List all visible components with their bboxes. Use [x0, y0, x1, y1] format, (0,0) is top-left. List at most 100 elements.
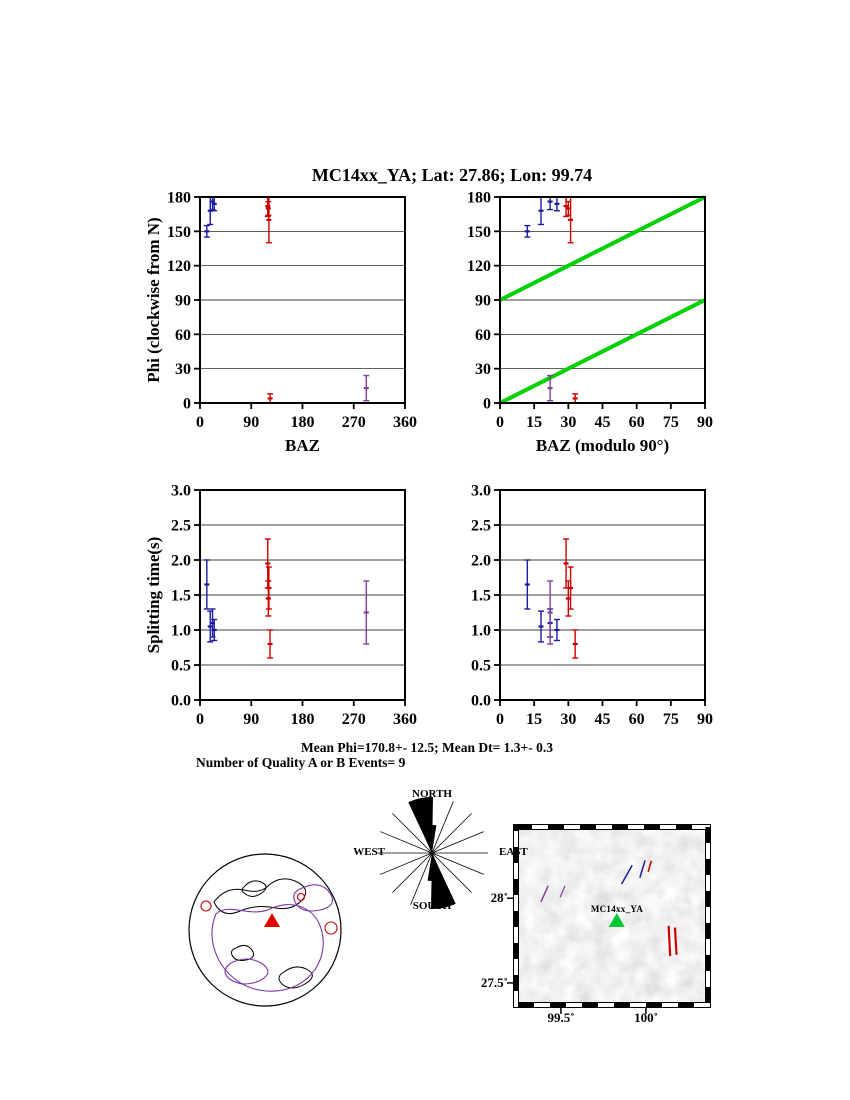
globe-map: [188, 853, 342, 1007]
x-tick-label: 90: [243, 711, 259, 728]
y-tick-label: 2.5: [171, 518, 191, 535]
rose-spoke: [431, 813, 472, 854]
x-tick-label: 0: [496, 414, 504, 431]
x-tick-label: 30: [560, 414, 576, 431]
rose-spoke: [392, 852, 433, 893]
panel-dt_baz: 0 90 180 270 360 0.0 0.5 1.0 1.5 2.0 2.5 3.0 Splitti…: [144, 483, 417, 729]
error-bar: [267, 629, 274, 659]
error-bar: [265, 196, 272, 244]
globe-station-marker: [264, 913, 280, 927]
null-reference-line: [499, 298, 706, 405]
x-tick-label: 75: [663, 711, 679, 728]
error-bar: [524, 559, 531, 610]
x-tick-label: 270: [342, 414, 366, 431]
x-tick-label: 15: [526, 414, 542, 431]
map-border-dashes: [513, 824, 711, 1008]
error-bar: [572, 393, 579, 404]
error-bar: [203, 224, 210, 238]
x-tick-label: 90: [697, 711, 713, 728]
error-bar: [363, 374, 370, 402]
rose-petal: [432, 825, 437, 853]
y-tick-label: 90: [475, 293, 491, 310]
globe-red-contour: [296, 892, 306, 902]
x-tick-label: 0: [496, 711, 504, 728]
rose-petal: [408, 797, 433, 853]
rose-spoke: [392, 813, 433, 854]
x-tick-label: 180: [291, 711, 315, 728]
error-bar: [267, 393, 274, 404]
y-tick-label: 1.0: [171, 623, 191, 640]
globe-contour: [211, 904, 324, 992]
event-count-line: Number of Quality A or B Events= 9: [196, 755, 406, 770]
splitting-vector: [667, 925, 672, 957]
y-tick-label: 0.0: [471, 693, 491, 710]
rose-label-north: NORTH: [412, 788, 452, 800]
x-tick-label: 60: [629, 414, 645, 431]
error-bar: [547, 580, 554, 645]
rose-label-south: SOUTH: [412, 900, 452, 912]
x-tick-label: 15: [526, 711, 542, 728]
error-bar: [547, 374, 554, 402]
splitting-vector: [559, 885, 566, 898]
null-reference-line: [499, 195, 706, 302]
y-tick-label: 3.0: [171, 483, 191, 500]
error-bar: [363, 580, 370, 645]
map-border-outer: [513, 824, 711, 1008]
y-tick-label: 3.0: [471, 483, 491, 500]
map-lat-label-27-5: 27.5˚: [480, 975, 508, 990]
x-tick-label: 30: [560, 711, 576, 728]
y-axis-label: Splitting time(s): [144, 537, 163, 654]
x-tick-label: 0: [196, 711, 204, 728]
terrain-texture: [516, 827, 708, 1005]
error-bar: [553, 618, 560, 642]
globe-red-contour: [324, 921, 338, 935]
y-tick-label: 150: [167, 224, 191, 241]
map-lon-label-100: 100˚: [634, 1010, 658, 1025]
x-tick-label: 60: [629, 711, 645, 728]
station-name-label: MC14xx_YA: [590, 904, 644, 914]
x-tick-label: 45: [595, 414, 611, 431]
x-tick-label: 90: [697, 414, 713, 431]
x-tick-label: 75: [663, 414, 679, 431]
x-tick-label: 90: [243, 414, 259, 431]
rose-spoke: [380, 831, 433, 854]
y-tick-label: 0.5: [171, 658, 191, 675]
error-bar: [538, 610, 544, 643]
y-tick-label: 180: [467, 190, 491, 207]
x-tick-label: 360: [393, 414, 417, 431]
splitting-vector: [639, 860, 646, 878]
y-tick-label: 90: [175, 293, 191, 310]
x-axis-label: BAZ: [285, 436, 320, 455]
rose-spoke: [380, 852, 433, 875]
x-tick-label: 360: [393, 711, 417, 728]
rose-petal: [431, 853, 456, 909]
y-tick-label: 1.5: [171, 588, 191, 605]
rose-spoke: [410, 852, 433, 905]
x-tick-label: 180: [291, 414, 315, 431]
y-tick-label: 0: [183, 396, 191, 413]
y-tick-label: 150: [467, 224, 491, 241]
y-tick-label: 2.0: [471, 553, 491, 570]
error-bar: [567, 566, 574, 610]
y-tick-label: 30: [475, 361, 491, 378]
y-axis-label: Phi (clockwise from N): [144, 217, 163, 382]
rose-spoke: [431, 831, 484, 854]
splitting-vector: [673, 927, 678, 955]
rose-label-east: EAST: [499, 846, 528, 858]
x-tick-label: 270: [342, 711, 366, 728]
station-marker: [608, 912, 625, 927]
error-bar: [538, 196, 544, 226]
error-bar: [203, 559, 210, 610]
y-tick-label: 60: [175, 327, 191, 344]
y-tick-label: 0.0: [171, 693, 191, 710]
x-axis-label: BAZ (modulo 90°): [536, 436, 669, 455]
splitting-vector: [620, 864, 633, 885]
x-tick-label: 0: [196, 414, 204, 431]
y-tick-label: 120: [467, 258, 491, 275]
error-bar: [211, 618, 218, 642]
y-tick-label: 2.5: [471, 518, 491, 535]
globe-red-contour: [200, 900, 212, 912]
rose-label-west: WEST: [353, 846, 385, 858]
